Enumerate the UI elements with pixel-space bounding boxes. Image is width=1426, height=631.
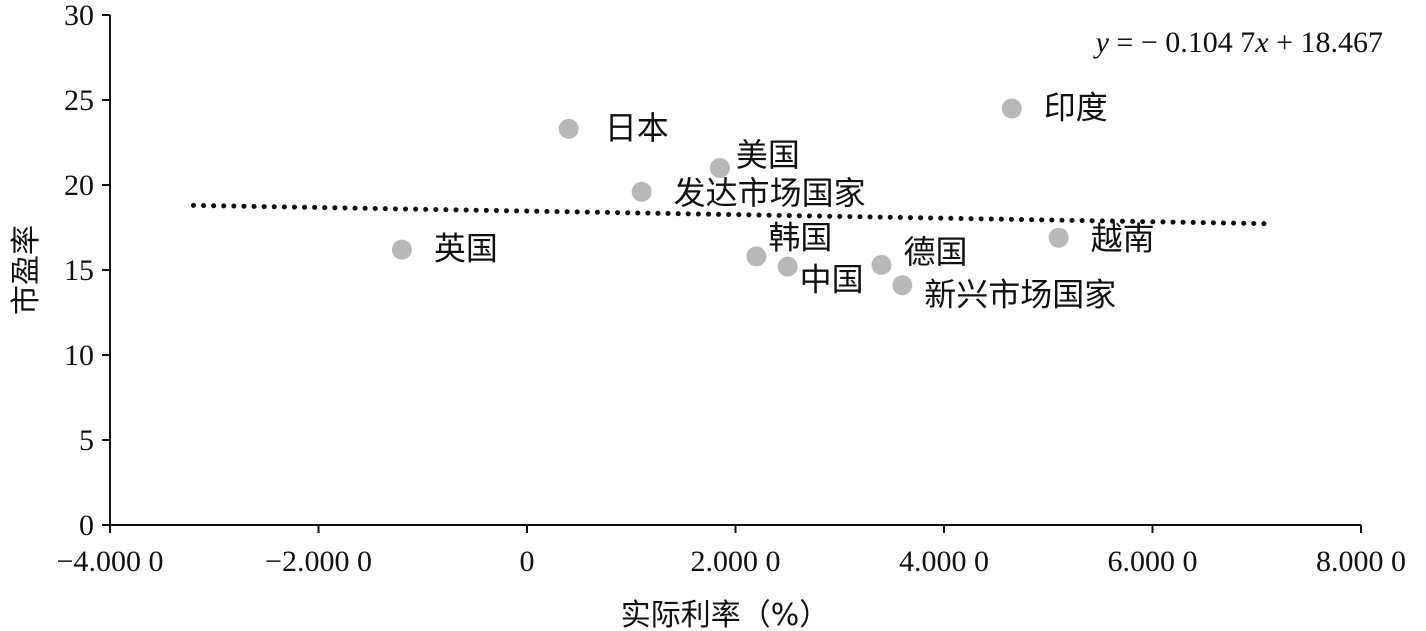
data-point-label: 发达市场国家	[674, 174, 866, 212]
y-tick-label: 10	[64, 339, 94, 372]
data-point-label: 印度	[1044, 89, 1108, 127]
y-tick-label: 30	[64, 0, 94, 32]
y-axis-title: 市盈率	[9, 225, 44, 315]
data-point	[391, 239, 412, 260]
trendline-equation: y = − 0.104 7x + 18.467	[1093, 26, 1383, 59]
data-point-label: 日本	[605, 109, 669, 147]
data-point	[746, 246, 767, 267]
y-tick-label: 20	[64, 169, 94, 202]
x-tick-label: −2.000 0	[265, 545, 372, 578]
y-ticks: 0 5 10 15 20 25 30	[64, 0, 110, 542]
data-point	[1048, 227, 1069, 248]
data-point	[777, 256, 798, 277]
x-tick-label: 4.000 0	[899, 545, 989, 578]
y-tick-label: 5	[79, 424, 94, 457]
x-tick-label: 6.000 0	[1108, 545, 1198, 578]
x-tick-label: 2.000 0	[691, 545, 781, 578]
data-point	[871, 254, 892, 275]
data-point	[709, 158, 730, 178]
x-axis-title: 实际利率（%）	[621, 598, 830, 631]
data-point-label: 英国	[434, 230, 498, 268]
x-ticks: −4.000 0 −2.000 0 0 2.000 0 4.000 0 6.000 0 8.…	[57, 525, 1406, 578]
trendline	[190, 202, 1270, 227]
data-point-label: 中国	[800, 261, 864, 299]
x-tick-label: −4.000 0	[57, 545, 164, 578]
y-tick-label: 0	[79, 509, 94, 542]
axes: 0 5 10 15 20 25 30 −4.000 0 −2.000 0 0 2.000 0 4.0…	[57, 0, 1406, 578]
data-point-label: 韩国	[768, 218, 832, 256]
data-point	[558, 118, 579, 139]
data-point	[1001, 98, 1022, 119]
data-point-label: 新兴市场国家	[924, 275, 1116, 313]
data-point	[892, 275, 913, 296]
data-point-label: 越南	[1091, 220, 1155, 258]
data-point-label: 美国	[736, 136, 800, 174]
y-tick-label: 15	[64, 254, 94, 287]
x-tick-label: 8.000 0	[1316, 545, 1406, 578]
data-point	[631, 181, 652, 202]
data-point-label: 德国	[903, 233, 967, 271]
y-tick-label: 25	[64, 84, 94, 117]
x-tick-label: 0	[520, 545, 535, 578]
trendline-group	[190, 202, 1270, 227]
